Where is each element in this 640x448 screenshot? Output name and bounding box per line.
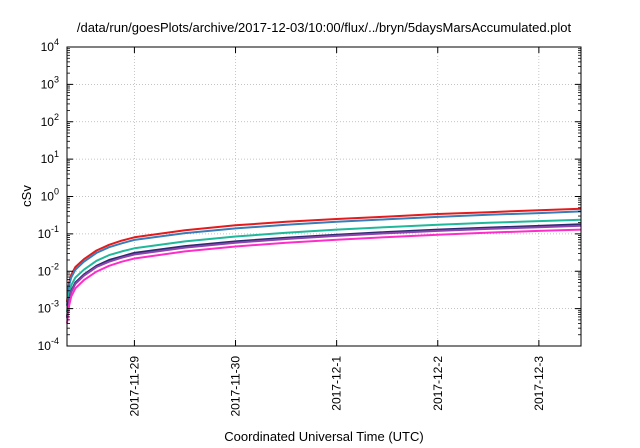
y-tick-label: 103 (41, 74, 59, 91)
y-tick-exponent: 2 (54, 112, 59, 122)
y-tick-exponent: -2 (51, 261, 59, 271)
series-group (66, 207, 582, 324)
plot-frame (66, 46, 582, 347)
y-tick-label: 10-4 (38, 336, 59, 353)
series-line-3 (66, 218, 582, 313)
y-tick-label: 10-3 (38, 299, 59, 316)
y-tick-label: 10-2 (38, 261, 59, 278)
grid-lines (67, 47, 581, 346)
y-tick-base: 10 (41, 115, 55, 129)
chart-title: /data/run/goesPlots/archive/2017-12-03/1… (77, 20, 572, 35)
x-tick-label: 2017-12-1 (330, 356, 344, 411)
series-line-2 (66, 210, 582, 306)
y-tick-exponent: 1 (54, 149, 59, 159)
y-tick-exponent: 0 (54, 187, 59, 197)
y-tick-base: 10 (38, 339, 52, 353)
y-tick-base: 10 (38, 264, 52, 278)
y-tick-label: 102 (41, 112, 59, 129)
series-line-6 (66, 228, 582, 324)
x-tick-label: 2017-11-30 (229, 356, 243, 417)
y-tick-base: 10 (41, 40, 55, 54)
x-tick-label: 2017-12-3 (532, 356, 546, 411)
y-tick-label: 10-1 (38, 224, 59, 241)
series-line-5 (66, 224, 582, 319)
y-axis-label: cSv (19, 185, 34, 207)
y-tick-base: 10 (41, 152, 55, 166)
series-line-1 (66, 207, 582, 303)
y-tick-base: 10 (41, 190, 55, 204)
y-tick-exponent: -1 (51, 224, 59, 234)
y-tick-exponent: -4 (51, 336, 59, 346)
y-tick-label: 100 (41, 187, 59, 204)
y-tick-label: 101 (41, 149, 59, 166)
y-tick-exponent: 4 (54, 37, 59, 47)
y-tick-base: 10 (38, 302, 52, 316)
y-tick-base: 10 (38, 227, 52, 241)
y-tick-exponent: 3 (54, 74, 59, 84)
x-axis-ticks: 2017-11-29 2017-11-30 2017-12-1 2017-12-2 20… (127, 47, 546, 417)
x-tick-label: 2017-12-2 (431, 356, 445, 411)
y-tick-base: 10 (41, 77, 55, 91)
x-axis-label: Coordinated Universal Time (UTC) (224, 429, 423, 444)
y-tick-label: 104 (41, 37, 59, 54)
x-tick-label: 2017-11-29 (127, 356, 141, 417)
y-tick-exponent: -3 (51, 299, 59, 309)
